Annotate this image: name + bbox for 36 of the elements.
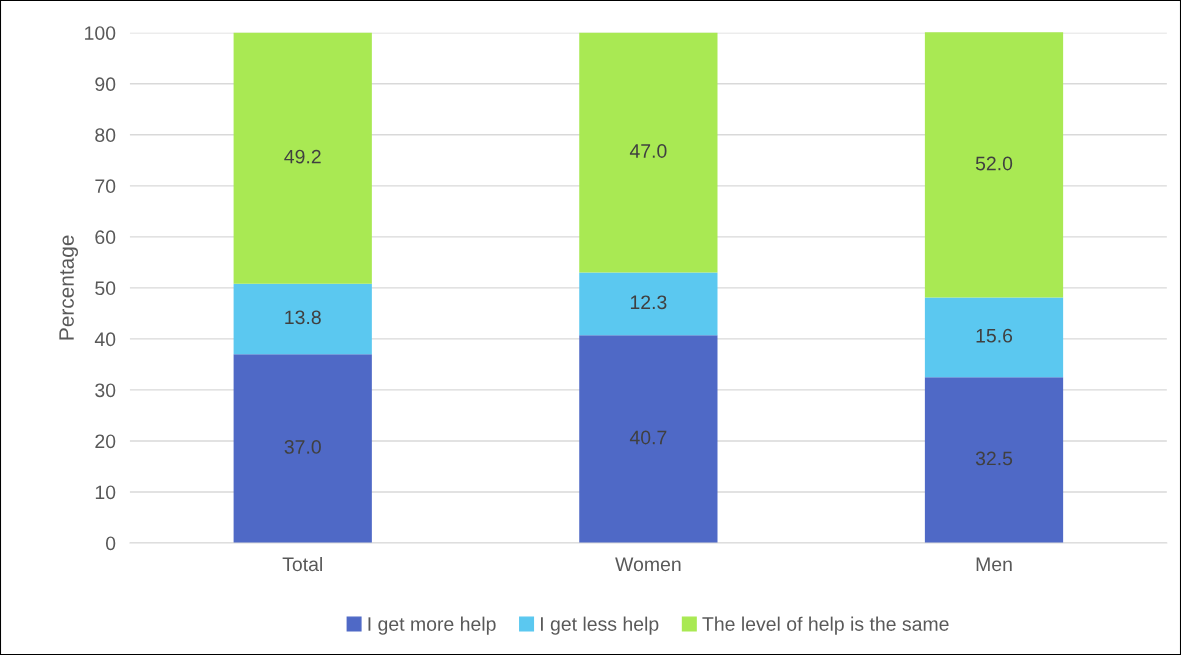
bar xyxy=(233,354,372,543)
legend-label: I get more help xyxy=(368,616,496,635)
data-label: 49.2 xyxy=(284,149,321,164)
y-axis-title: Percentage xyxy=(59,235,79,340)
data-label: 40.7 xyxy=(629,430,667,445)
x-tick-label: Women xyxy=(615,557,681,572)
bar xyxy=(924,377,1064,543)
bar xyxy=(924,297,1064,378)
y-tick-label: 100 xyxy=(85,26,116,40)
y-tick-label: 90 xyxy=(95,77,116,92)
y-tick-label: 20 xyxy=(95,434,116,449)
data-label: 52.0 xyxy=(975,156,1013,171)
x-tick-label: Men xyxy=(976,557,1012,572)
legend-label: The level of help is the same xyxy=(702,616,949,635)
y-tick-label: 80 xyxy=(95,128,116,143)
y-tick-label: 60 xyxy=(95,230,116,245)
bar xyxy=(579,335,718,543)
y-tick-label: 10 xyxy=(95,485,116,500)
y-tick-label: 30 xyxy=(95,383,116,398)
data-label: 32.5 xyxy=(975,451,1013,466)
legend-label: I get less help xyxy=(541,616,659,635)
y-tick-label: 40 xyxy=(94,332,116,347)
y-tick-label: 0 xyxy=(105,536,116,551)
y-tick-label: 70 xyxy=(95,179,116,194)
data-label: 12.3 xyxy=(630,295,667,310)
bar xyxy=(233,283,372,355)
bar xyxy=(579,272,718,336)
data-label: 15.6 xyxy=(976,328,1013,343)
data-label: 13.8 xyxy=(285,310,321,325)
data-label: 47.0 xyxy=(629,144,667,158)
y-tick-label: 50 xyxy=(95,281,116,296)
data-label: 37.0 xyxy=(284,440,321,454)
bar xyxy=(233,32,372,284)
bar xyxy=(924,32,1064,298)
x-tick-label: Total xyxy=(282,556,322,572)
bar xyxy=(579,32,718,273)
